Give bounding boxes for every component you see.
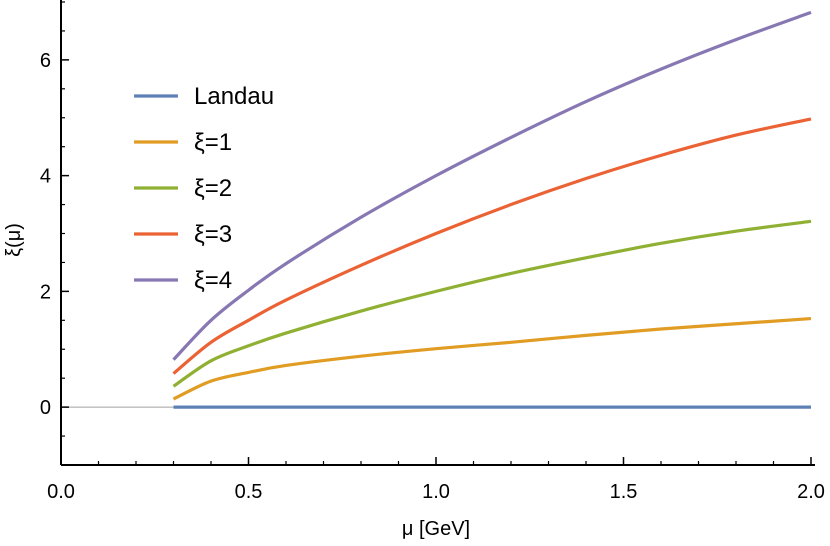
- x-tick-label: 1.5: [610, 481, 638, 503]
- legend-label-1: ξ=1: [194, 129, 232, 156]
- series-layer: [172, 10, 812, 409]
- legend-label-0: Landau: [194, 83, 274, 110]
- ticks-layer: 0.0 0.5 1.0 1.5 2.0 0 2 4 6: [40, 1, 825, 503]
- y-tick-label: 0: [40, 397, 51, 419]
- x-axis-title: μ [GeV]: [402, 518, 470, 540]
- legend-label-4: ξ=4: [194, 267, 232, 294]
- series-line-2: [172, 219, 812, 388]
- legend-label-3: ξ=3: [194, 221, 232, 248]
- x-tick-label: 1.0: [422, 481, 450, 503]
- x-tick-label: 0.0: [47, 481, 75, 503]
- y-axis-title: ξ(μ): [3, 223, 25, 257]
- series-line-4: [172, 10, 812, 361]
- legend: Landau ξ=1 ξ=2 ξ=3 ξ=4: [134, 83, 274, 294]
- y-tick-label: 6: [40, 50, 51, 72]
- series-line-1: [172, 316, 812, 401]
- x-tick-label: 2.0: [797, 481, 825, 503]
- axes-layer: [60, 0, 815, 466]
- y-tick-label: 4: [40, 166, 51, 188]
- x-tick-label: 0.5: [235, 481, 263, 503]
- y-tick-label: 2: [40, 281, 51, 303]
- series-line-3: [172, 117, 812, 375]
- legend-label-2: ξ=2: [194, 175, 232, 202]
